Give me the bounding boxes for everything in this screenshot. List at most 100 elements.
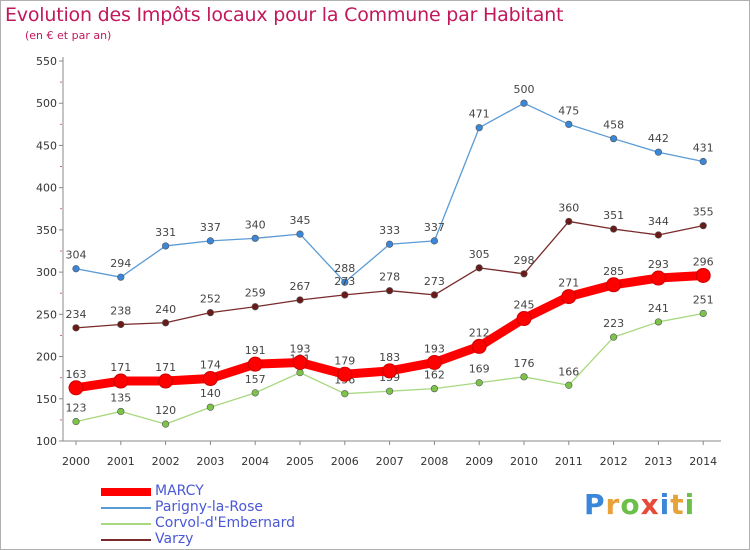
data-point xyxy=(386,240,394,248)
data-label: 337 xyxy=(200,221,221,234)
data-label: 166 xyxy=(558,365,579,378)
x-tick-label: 2001 xyxy=(107,455,135,468)
x-tick-label: 2002 xyxy=(152,455,180,468)
data-point xyxy=(72,324,80,332)
data-point xyxy=(565,217,573,226)
legend-label: Varzy xyxy=(155,531,194,547)
logo-letter: i xyxy=(684,488,696,521)
legend-label: Corvol-d'Embernard xyxy=(155,515,295,531)
data-point xyxy=(341,278,349,286)
data-point xyxy=(202,371,218,387)
data-point xyxy=(516,311,532,327)
proxiti-logo: Proxiti xyxy=(584,488,695,521)
data-point xyxy=(386,387,394,395)
data-label: 333 xyxy=(379,224,400,237)
data-label: 179 xyxy=(334,354,355,367)
data-point xyxy=(654,231,663,239)
data-point xyxy=(247,356,263,372)
data-point xyxy=(475,379,483,387)
y-tick-label: 300 xyxy=(36,266,57,279)
y-tick-label: 350 xyxy=(36,224,57,237)
data-label: 245 xyxy=(514,299,535,312)
data-label: 212 xyxy=(469,326,490,339)
data-label: 442 xyxy=(648,132,669,145)
data-label: 294 xyxy=(110,257,131,270)
data-point xyxy=(296,296,304,304)
x-tick-label: 2014 xyxy=(689,455,717,468)
data-label: 157 xyxy=(245,373,266,386)
data-label: 458 xyxy=(603,119,624,132)
x-tick-label: 2008 xyxy=(420,455,448,468)
data-label: 337 xyxy=(424,221,445,234)
data-label: 162 xyxy=(424,369,445,382)
data-label: 171 xyxy=(155,361,176,374)
y-tick-label: 150 xyxy=(36,393,57,406)
x-tick-label: 2004 xyxy=(241,455,269,468)
data-label: 345 xyxy=(290,214,311,227)
y-tick-label: 550 xyxy=(36,55,57,68)
data-point xyxy=(113,373,129,389)
data-label: 193 xyxy=(424,342,445,355)
data-point xyxy=(699,157,707,166)
data-point xyxy=(520,373,528,381)
x-tick-label: 2010 xyxy=(510,455,538,468)
data-point xyxy=(475,264,483,272)
data-point xyxy=(609,225,618,233)
data-point xyxy=(158,373,174,389)
data-point xyxy=(292,354,308,370)
data-point xyxy=(609,135,618,143)
data-point xyxy=(296,230,304,238)
logo-letter: o xyxy=(620,488,641,521)
data-label: 331 xyxy=(155,226,176,239)
data-point xyxy=(654,318,663,326)
data-point xyxy=(520,99,528,107)
x-tick-label: 2006 xyxy=(331,455,359,468)
data-label: 296 xyxy=(693,255,714,268)
y-tick-label: 100 xyxy=(36,435,57,448)
data-point xyxy=(609,333,618,341)
data-point xyxy=(337,366,353,382)
data-label: 267 xyxy=(290,280,311,293)
y-tick-label: 450 xyxy=(36,139,57,152)
data-label: 251 xyxy=(693,293,714,306)
data-label: 471 xyxy=(469,108,490,121)
data-label: 475 xyxy=(558,104,579,117)
data-label: 140 xyxy=(200,387,221,400)
data-point xyxy=(699,222,707,230)
data-label: 344 xyxy=(648,215,669,228)
x-tick-label: 2013 xyxy=(644,455,672,468)
logo-letter: i xyxy=(659,488,671,521)
data-label: 278 xyxy=(379,271,400,284)
data-point xyxy=(430,385,439,393)
data-label: 240 xyxy=(155,303,176,316)
data-point xyxy=(650,270,666,286)
chart-subtitle: (en € et par an) xyxy=(25,29,112,42)
data-label: 259 xyxy=(245,287,266,300)
data-label: 193 xyxy=(290,342,311,355)
data-point xyxy=(206,237,214,245)
data-point xyxy=(561,289,577,305)
x-tick-label: 2000 xyxy=(62,455,90,468)
x-tick-label: 2007 xyxy=(376,455,404,468)
data-label: 252 xyxy=(200,293,221,306)
legend-swatch xyxy=(101,523,151,525)
data-point xyxy=(382,363,398,379)
x-tick-label: 2012 xyxy=(600,455,628,468)
data-point xyxy=(72,417,80,426)
data-label: 298 xyxy=(514,254,535,267)
y-tick-label: 200 xyxy=(36,351,57,364)
data-label: 191 xyxy=(245,344,266,357)
legend-swatch xyxy=(101,539,151,541)
logo-letter: t xyxy=(670,488,685,521)
logo-letter: P xyxy=(584,488,606,521)
data-label: 234 xyxy=(66,308,87,321)
data-label: 163 xyxy=(66,368,87,381)
x-tick-label: 2005 xyxy=(286,455,314,468)
data-label: 285 xyxy=(603,265,624,278)
data-point xyxy=(341,291,349,299)
legend-swatch xyxy=(101,507,151,509)
legend-label: MARCY xyxy=(155,483,204,499)
data-label: 431 xyxy=(693,141,714,154)
x-tick-label: 2011 xyxy=(555,455,583,468)
